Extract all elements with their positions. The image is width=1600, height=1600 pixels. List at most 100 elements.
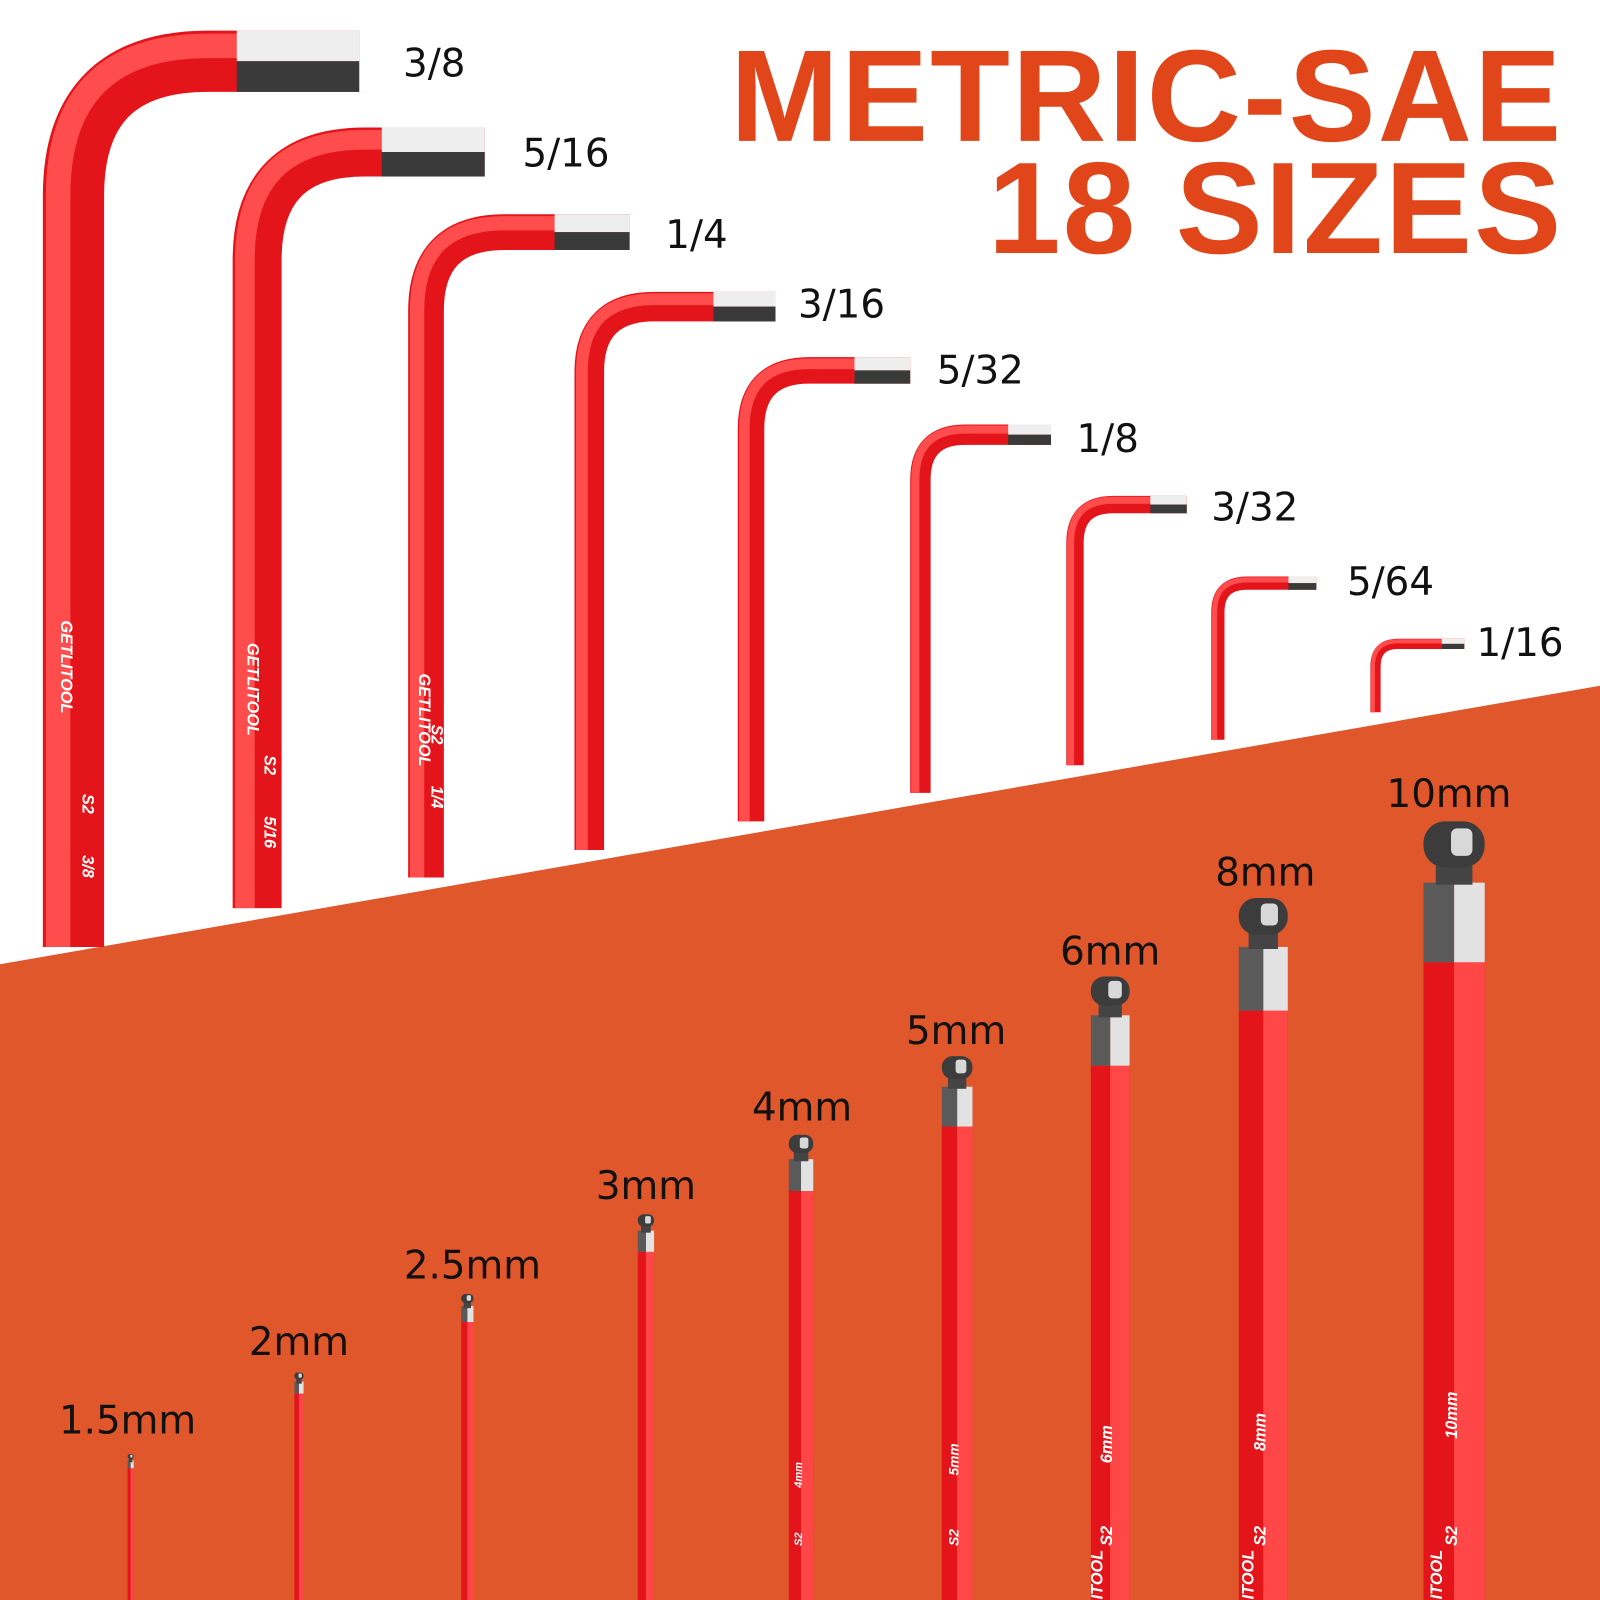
sae-label: 1/16 (1477, 621, 1564, 666)
steel-engraving: S2 (793, 1532, 805, 1546)
neck (296, 1377, 302, 1384)
metric-label: 2.5mm (404, 1244, 541, 1289)
brand-engraving: GETLITOOL (1428, 1550, 1446, 1600)
metric-key-shaft-highlight (645, 1251, 655, 1600)
metric-label: 2mm (249, 1320, 349, 1365)
keys: 3/8GETLITOOLS23/85/16GETLITOOLS25/161/4G… (42, 30, 1564, 1600)
metric-key-shaft-highlight (467, 1322, 474, 1600)
neck (641, 1224, 651, 1233)
metric-label: 6mm (1060, 929, 1160, 974)
neck (793, 1151, 809, 1162)
hex-light (298, 1381, 304, 1394)
sae-key-highlight (575, 293, 717, 850)
hex-tip-dark (554, 232, 630, 250)
ball-shine (645, 1216, 651, 1224)
brand-engraving: GETLITOOL (415, 673, 433, 766)
hex-dark (1090, 1015, 1111, 1066)
brand-engraving: GETLITOOL (57, 620, 75, 713)
size-engraving: 8mm (1252, 1413, 1270, 1451)
metric-key-shaft-highlight (1110, 1065, 1130, 1600)
sae-key (1211, 576, 1317, 740)
hex-tip-light (1150, 495, 1187, 505)
metric-key-shaft (127, 1468, 134, 1600)
steel-engraving: S2 (260, 755, 278, 775)
sae-label: 3/16 (798, 282, 885, 327)
neck (1248, 932, 1278, 949)
sae-key (42, 30, 360, 947)
hex-tip-light (854, 357, 911, 371)
metric-label: 3mm (596, 1164, 696, 1209)
sae-key (1066, 495, 1187, 766)
hex-tip-dark (381, 152, 485, 177)
sae-key (910, 424, 1052, 793)
neck (1098, 1003, 1122, 1018)
hex-dark (127, 1460, 131, 1469)
steel-engraving: S2 (1443, 1526, 1461, 1546)
hex-tip-light (381, 127, 485, 153)
sae-key-highlight (1370, 639, 1444, 713)
sae-label: 1/4 (665, 213, 727, 258)
hex-dark (637, 1230, 646, 1252)
neck (947, 1077, 967, 1089)
hex-dark (294, 1381, 299, 1394)
sae-key (737, 357, 911, 822)
sae-label: 5/16 (522, 131, 609, 176)
size-engraving: 5mm (947, 1443, 962, 1475)
metric-label: 5mm (906, 1009, 1006, 1054)
steel-engraving: S2 (1098, 1526, 1116, 1546)
metric-label: 10mm (1387, 772, 1512, 817)
sae-key-highlight (45, 33, 237, 947)
metric-label: 1.5mm (59, 1399, 196, 1444)
size-engraving: 1/4 (427, 786, 445, 809)
neck (463, 1301, 472, 1309)
sae-label: 3/8 (403, 42, 465, 87)
sae-key (574, 291, 776, 850)
hex-tip-dark (236, 61, 360, 92)
sae-key-highlight (1067, 496, 1153, 766)
hex-dark (941, 1086, 958, 1127)
size-engraving: 4mm (793, 1462, 805, 1489)
hex-dark (461, 1306, 468, 1323)
size-engraving: 10mm (1443, 1392, 1461, 1439)
metric-label: 4mm (752, 1085, 852, 1130)
hex-light (957, 1086, 973, 1127)
sae-key (1370, 638, 1465, 713)
ball-shine (130, 1454, 133, 1458)
steel-engraving: S2 (79, 794, 97, 814)
hex-light (1110, 1015, 1130, 1066)
sae-label: 5/32 (937, 349, 1024, 394)
hex-tip-dark (713, 306, 776, 322)
hex-tip-dark (1288, 583, 1317, 590)
sae-key-highlight (911, 425, 1011, 793)
sae-key-highlight (235, 130, 387, 909)
hex-dark (788, 1159, 802, 1192)
ball-shine (1260, 903, 1278, 926)
hex-dark (1238, 946, 1264, 1011)
neck (128, 1456, 133, 1463)
hex-light (1454, 882, 1485, 963)
hex-tip-dark (1008, 434, 1052, 445)
hex-tip-light (236, 30, 360, 62)
brand-engraving: GETLITOOL (1239, 1550, 1257, 1600)
sae-key (408, 214, 630, 878)
ball-shine (799, 1137, 809, 1149)
hex-light (1263, 946, 1288, 1011)
sae-label: 1/8 (1077, 417, 1139, 462)
hex-tip-dark (1441, 643, 1465, 649)
metric-label: 8mm (1215, 851, 1315, 896)
size-engraving: 6mm (1098, 1425, 1116, 1463)
ball-shine (1451, 828, 1473, 856)
hex-tip-light (1008, 424, 1052, 435)
brand-engraving: GETLITOOL (243, 643, 261, 736)
ball-shine (955, 1059, 967, 1074)
steel-engraving: S2 (427, 724, 445, 744)
hex-dark (1423, 882, 1455, 963)
hex-light (130, 1460, 134, 1469)
metric-key-shaft-highlight (1263, 1010, 1288, 1600)
metric-key-shaft-highlight (1454, 962, 1485, 1600)
hex-tip-light (1441, 638, 1465, 644)
size-engraving: 3/8 (79, 855, 97, 879)
sae-key-highlight (739, 358, 858, 822)
metric-key-shaft-highlight (298, 1393, 304, 1600)
hex-tip-light (713, 291, 776, 307)
